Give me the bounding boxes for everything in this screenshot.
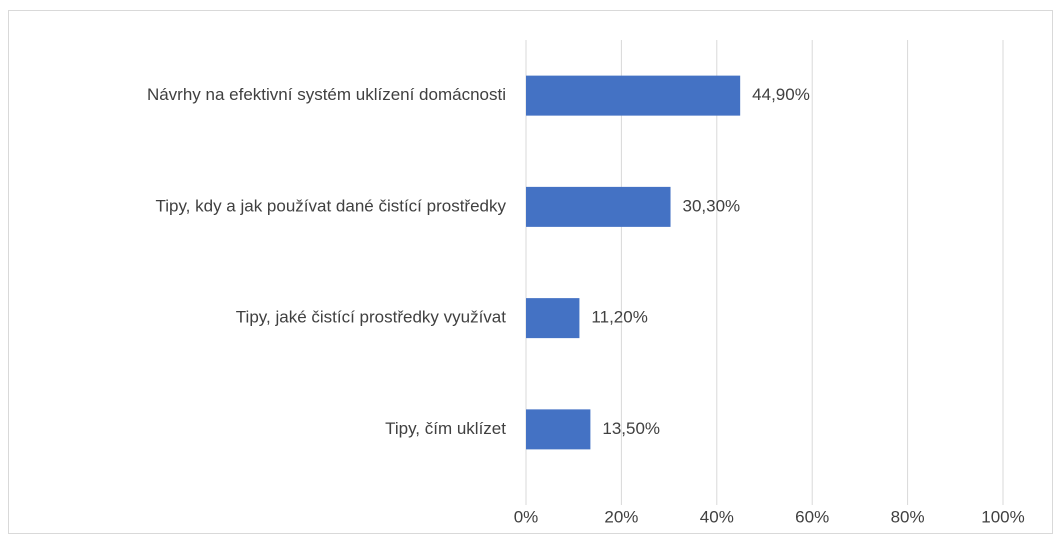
x-tick-label: 100% xyxy=(981,507,1024,526)
data-label: 11,20% xyxy=(591,308,647,327)
y-tick-label: Návrhy na efektivní systém uklízení domá… xyxy=(147,85,506,104)
x-tick-label: 0% xyxy=(514,507,539,526)
y-tick-label: Tipy, kdy a jak používat dané čistící pr… xyxy=(155,196,506,215)
data-label: 44,90% xyxy=(752,85,810,104)
x-tick-label: 60% xyxy=(795,507,829,526)
bar xyxy=(526,75,741,116)
x-tick-label: 20% xyxy=(604,507,638,526)
x-tick-label: 40% xyxy=(700,507,734,526)
y-tick-label: Tipy, jaké čistící prostředky využívat xyxy=(236,308,506,327)
bar xyxy=(526,186,671,227)
data-label: 13,50% xyxy=(602,419,660,438)
data-label: 30,30% xyxy=(683,196,741,215)
x-tick-label: 80% xyxy=(891,507,925,526)
bar xyxy=(526,298,580,339)
y-tick-label: Tipy, čím uklízet xyxy=(385,419,506,438)
bar xyxy=(526,409,591,450)
